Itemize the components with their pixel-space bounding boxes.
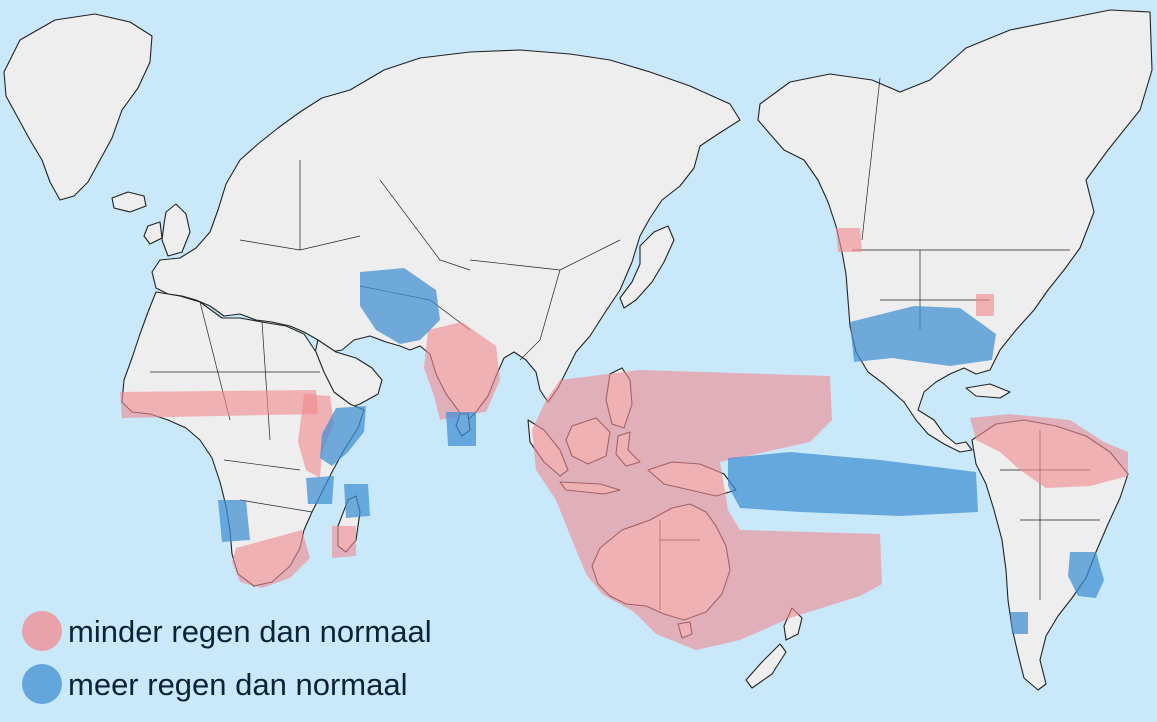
dry-region-southern-africa (232, 530, 310, 588)
legend-dry-label: minder regen dan normaal (68, 614, 432, 649)
dry-region-madagascar (332, 526, 356, 558)
land-cuba (965, 383, 1011, 399)
dry-region-northern-south-america (970, 414, 1128, 488)
dry-region-maritime-continent-australia (532, 370, 882, 650)
land-iceland (111, 191, 147, 213)
wet-regions (218, 268, 1104, 634)
border-europe (239, 160, 471, 271)
dry-region-ohio-valley (976, 294, 994, 316)
land-british-isles (161, 203, 191, 257)
dry-region-india (424, 322, 500, 420)
legend-item-dry: minder regen dan normaal (22, 611, 432, 651)
wet-region-iran-afghanistan (360, 268, 440, 344)
legend-dry-swatch (22, 611, 62, 651)
wet-region-east-african-coast (320, 406, 366, 466)
legend-wet-swatch (22, 664, 62, 704)
legend: minder regen dan normaal meer regen dan … (22, 611, 432, 704)
land-greenland (3, 13, 153, 201)
legend-wet-label: meer regen dan normaal (68, 667, 407, 702)
wet-region-mozambique (306, 476, 334, 504)
wet-region-sri-lanka (446, 412, 476, 446)
border-north-america (852, 77, 1070, 251)
wet-region-southern-us (850, 306, 996, 366)
dry-region-pacific-northwest (836, 228, 862, 252)
legend-item-wet: meer regen dan normaal (22, 664, 407, 704)
wet-region-central-chile (1010, 612, 1028, 634)
wet-region-central-pacific (728, 452, 978, 516)
land-ireland (143, 221, 163, 245)
wet-region-namibia-angola (218, 500, 250, 542)
wet-region-southern-madagascar (344, 484, 370, 518)
dry-region-east-africa (298, 394, 334, 478)
dry-regions (120, 228, 1128, 650)
wet-region-southeastern-south-america (1068, 552, 1104, 598)
land-new-zealand-south (745, 643, 787, 689)
land-japan (619, 225, 675, 309)
dry-region-sahel (120, 390, 318, 418)
border-africa (199, 301, 313, 513)
